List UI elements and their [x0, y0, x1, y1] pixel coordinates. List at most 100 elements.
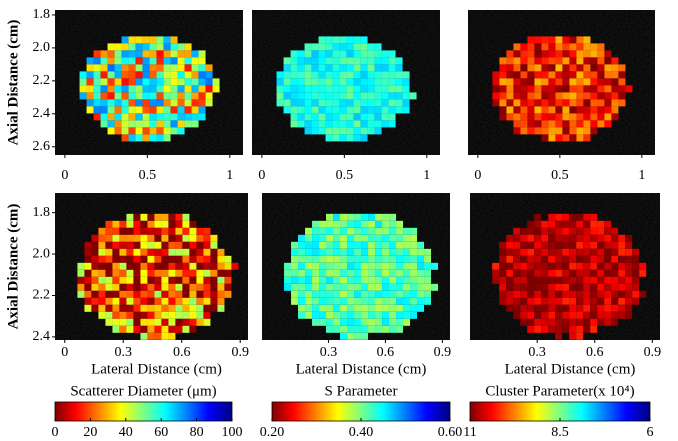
parametric-pixel — [590, 43, 598, 51]
parametric-pixel — [312, 220, 320, 228]
parametric-pixel — [346, 92, 354, 100]
parametric-pixel — [353, 127, 361, 135]
parametric-pixel — [534, 234, 542, 242]
colorbar-tick-label: 8.5 — [551, 425, 569, 440]
parametric-pixel — [191, 113, 199, 121]
y-axis-label: Axial Distance (cm) — [5, 204, 21, 330]
parametric-pixel — [161, 227, 169, 235]
parametric-pixel — [135, 99, 143, 107]
parametric-pixel — [513, 276, 521, 284]
parametric-pixel — [541, 71, 549, 79]
parametric-pixel — [590, 71, 598, 79]
colorbar-tick-label: 20 — [83, 425, 97, 440]
parametric-pixel — [375, 290, 383, 298]
parametric-pixel — [611, 106, 619, 114]
parametric-pixel — [128, 92, 136, 100]
parametric-pixel — [541, 113, 549, 121]
parametric-pixel — [541, 50, 549, 58]
parametric-pixel — [548, 304, 556, 312]
parametric-pixel — [360, 43, 368, 51]
parametric-pixel — [396, 304, 404, 312]
parametric-pixel — [326, 248, 334, 256]
parametric-pixel — [100, 71, 108, 79]
parametric-pixel — [163, 43, 171, 51]
parametric-pixel — [205, 92, 213, 100]
parametric-pixel — [520, 304, 528, 312]
parametric-pixel — [354, 297, 362, 305]
parametric-pixel — [147, 213, 155, 221]
parametric-pixel — [527, 99, 535, 107]
parametric-pixel — [583, 325, 591, 333]
parametric-pixel — [583, 50, 591, 58]
parametric-pixel — [590, 106, 598, 114]
parametric-pixel — [340, 276, 348, 284]
parametric-pixel — [196, 262, 204, 270]
parametric-pixel — [417, 297, 425, 305]
parametric-pixel — [354, 220, 362, 228]
parametric-pixel — [149, 78, 157, 86]
parametric-pixel — [107, 78, 115, 86]
parametric-pixel — [147, 255, 155, 263]
parametric-pixel — [133, 318, 141, 326]
parametric-pixel — [583, 71, 591, 79]
parametric-pixel — [161, 283, 169, 291]
parametric-pixel — [319, 248, 327, 256]
parametric-pixel — [382, 255, 390, 263]
parametric-pixel — [555, 71, 563, 79]
parametric-pixel — [333, 234, 341, 242]
parametric-pixel — [168, 311, 176, 319]
parametric-pixel — [576, 64, 584, 72]
parametric-pixel — [417, 248, 425, 256]
parametric-pixel — [147, 234, 155, 242]
parametric-pixel — [527, 311, 535, 319]
parametric-pixel — [639, 269, 647, 277]
parametric-pixel — [100, 120, 108, 128]
parametric-pixel — [590, 325, 598, 333]
parametric-pixel — [513, 290, 521, 298]
parametric-pixel — [340, 227, 348, 235]
parametric-pixel — [154, 332, 162, 340]
x-tick-label: 0 — [258, 168, 265, 183]
parametric-pixel — [555, 241, 563, 249]
parametric-pixel — [325, 43, 333, 51]
parametric-pixel — [625, 241, 633, 249]
parametric-pixel — [541, 92, 549, 100]
parametric-pixel — [170, 106, 178, 114]
parametric-pixel — [198, 92, 206, 100]
parametric-pixel — [177, 113, 185, 121]
parametric-pixel — [499, 71, 507, 79]
parametric-pixel — [625, 255, 633, 263]
parametric-pixel — [527, 304, 535, 312]
parametric-pixel — [217, 248, 225, 256]
parametric-pixel — [283, 71, 291, 79]
parametric-pixel — [170, 127, 178, 135]
parametric-pixel — [361, 311, 369, 319]
parametric-pixel — [520, 262, 528, 270]
parametric-pixel — [126, 318, 134, 326]
parametric-pixel — [361, 318, 369, 326]
colorbar-tick-label: 0.60 — [438, 425, 463, 440]
parametric-pixel — [312, 311, 320, 319]
parametric-pixel — [527, 325, 535, 333]
parametric-pixel — [276, 92, 284, 100]
parametric-pixel — [604, 71, 612, 79]
parametric-pixel — [93, 92, 101, 100]
parametric-pixel — [175, 262, 183, 270]
parametric-pixel — [156, 106, 164, 114]
parametric-pixel — [91, 269, 99, 277]
parametric-pixel — [403, 283, 411, 291]
parametric-pixel — [569, 213, 577, 221]
parametric-pixel — [305, 234, 313, 242]
parametric-pixel — [147, 269, 155, 277]
parametric-pixel — [569, 276, 577, 284]
parametric-pixel — [333, 304, 341, 312]
parametric-pixel — [100, 78, 108, 86]
parametric-pixel — [203, 290, 211, 298]
parametric-pixel — [611, 71, 619, 79]
parametric-pixel — [639, 262, 647, 270]
parametric-pixel — [140, 241, 148, 249]
parametric-pixel — [154, 276, 162, 284]
parametric-pixel — [149, 99, 157, 107]
colorbar-title: Cluster Parameter(x 10⁴) — [485, 383, 634, 399]
parametric-pixel — [140, 304, 148, 312]
